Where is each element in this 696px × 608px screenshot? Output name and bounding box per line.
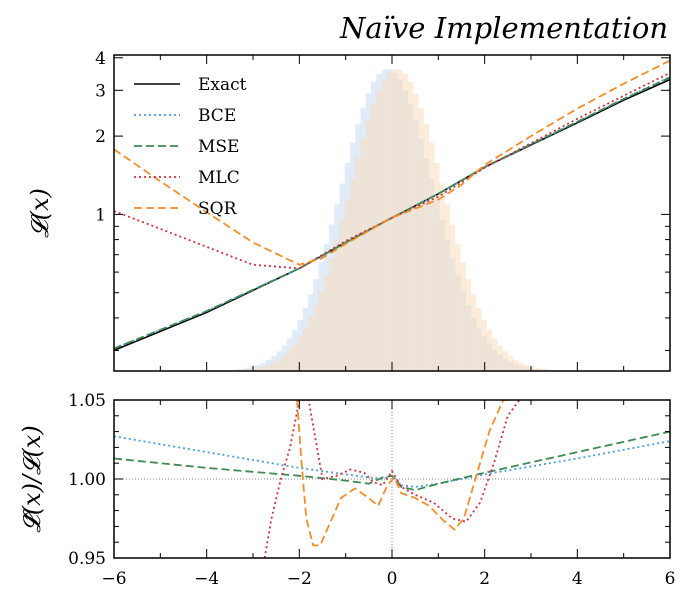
x-tick-label: 6 [665, 569, 676, 589]
histogram-bar [491, 338, 498, 371]
histogram-bar [334, 239, 340, 371]
histogram-bar [355, 158, 361, 371]
legend-label-mse: MSE [198, 137, 239, 157]
x-tick-label: 2 [479, 569, 490, 589]
y-tick-label: 0.95 [68, 549, 106, 569]
histogram-bar [539, 368, 545, 371]
histogram-bar [502, 351, 508, 371]
ratio-line-mse [114, 430, 670, 492]
histogram-bar [507, 355, 514, 371]
ratio-series-layer [114, 400, 670, 558]
histogram-bar [418, 107, 424, 371]
y-tick-label: 1.00 [68, 470, 106, 490]
histogram-bar [397, 69, 403, 371]
histogram-layer [234, 69, 550, 371]
histogram-bar [271, 361, 277, 371]
histogram-bar [376, 90, 382, 371]
histogram-bar [386, 72, 393, 371]
legend: Exact BCE MSE MLC SQR [134, 75, 247, 219]
histogram-bar [292, 343, 298, 371]
legend-label-sqr: SQR [198, 199, 238, 219]
ratio-line-sqr [296, 400, 513, 547]
legend-label-mlc: MLC [198, 168, 240, 188]
histogram-bar [297, 336, 304, 371]
bottom-plot-frame [113, 399, 671, 559]
histogram-bar [265, 364, 272, 371]
histogram-bar [423, 124, 430, 371]
histogram-bar [533, 367, 540, 371]
histogram-bar [486, 329, 493, 371]
x-tick-label: −4 [194, 569, 219, 589]
y-tick-label: 3 [95, 81, 106, 101]
histogram-bar [465, 279, 472, 371]
histogram-bar [313, 304, 319, 371]
histogram-bar [518, 362, 524, 371]
x-tick-label: −6 [101, 569, 126, 589]
histogram-bar [470, 294, 477, 371]
histogram-bar [392, 69, 398, 371]
histogram-bar [402, 74, 409, 371]
histogram-bar [255, 367, 262, 371]
figure-title: Naïve Implementation [339, 11, 668, 45]
y-tick-label: 1 [95, 205, 106, 225]
x-tick-label: 4 [572, 569, 583, 589]
histogram-bar [302, 327, 309, 371]
series-line-exact [114, 78, 670, 352]
histogram-bar [407, 82, 414, 371]
histogram-bar [381, 79, 388, 371]
histogram-bar [460, 262, 466, 371]
histogram-bar [413, 93, 419, 371]
histogram-bar [434, 162, 440, 371]
ratio-panel: −6 −4 −2 0 2 4 6 0.95 1.00 1.05 𝓛̂(x)/𝓛(x) [18, 391, 675, 589]
series-layer [114, 59, 670, 352]
series-line-sqr [114, 59, 670, 266]
histogram-bar [444, 204, 451, 371]
histogram-bar [286, 350, 293, 371]
x-tick-label: 0 [387, 569, 398, 589]
histogram-bar [339, 219, 346, 371]
histogram-bar [328, 258, 335, 371]
histogram-bar [276, 358, 283, 371]
histogram-bar [349, 178, 356, 371]
x-tick-label: −2 [287, 569, 312, 589]
top-axis-ticks: 1 2 3 4 [95, 49, 671, 371]
main-loss-panel: 1 2 3 4 𝓛(x) Exact BCE MSE MLC SQR [26, 49, 671, 372]
bottom-axis-ticks: −6 −4 −2 0 2 4 6 0.95 1.00 1.05 [68, 391, 675, 589]
series-line-mse [114, 76, 670, 350]
legend-label-exact: Exact [198, 75, 247, 95]
histogram-bar [512, 359, 519, 371]
histogram-bar [523, 364, 529, 371]
histogram-bar [323, 275, 330, 371]
histogram-bar [481, 319, 487, 371]
y-tick-label: 2 [95, 127, 106, 147]
histogram-bar [260, 366, 267, 371]
histogram-bar [455, 244, 461, 371]
y-tick-label: 1.05 [68, 391, 106, 411]
histogram-bar [365, 120, 372, 371]
histogram-bar [497, 345, 503, 371]
histogram-bar [476, 307, 482, 371]
histogram-bar [307, 317, 314, 371]
y-tick-label: 4 [95, 49, 106, 69]
top-plot-frame [113, 54, 671, 372]
histogram-bar [449, 224, 456, 371]
series-line-mlc [114, 72, 670, 270]
histogram-bar [344, 199, 351, 371]
histogram-bar [370, 104, 377, 371]
legend-label-bce: BCE [198, 106, 236, 126]
histogram-bar [244, 369, 251, 371]
histogram-bar [544, 369, 550, 371]
histogram-bar [318, 291, 325, 371]
histogram-bar [439, 183, 445, 371]
histogram-bar [281, 354, 288, 371]
bottom-y-axis-label: 𝓛̂(x)/𝓛(x) [18, 425, 46, 533]
top-y-axis-label: 𝓛(x) [26, 188, 54, 238]
histogram-bar [428, 143, 435, 371]
histogram-bar [360, 138, 367, 371]
